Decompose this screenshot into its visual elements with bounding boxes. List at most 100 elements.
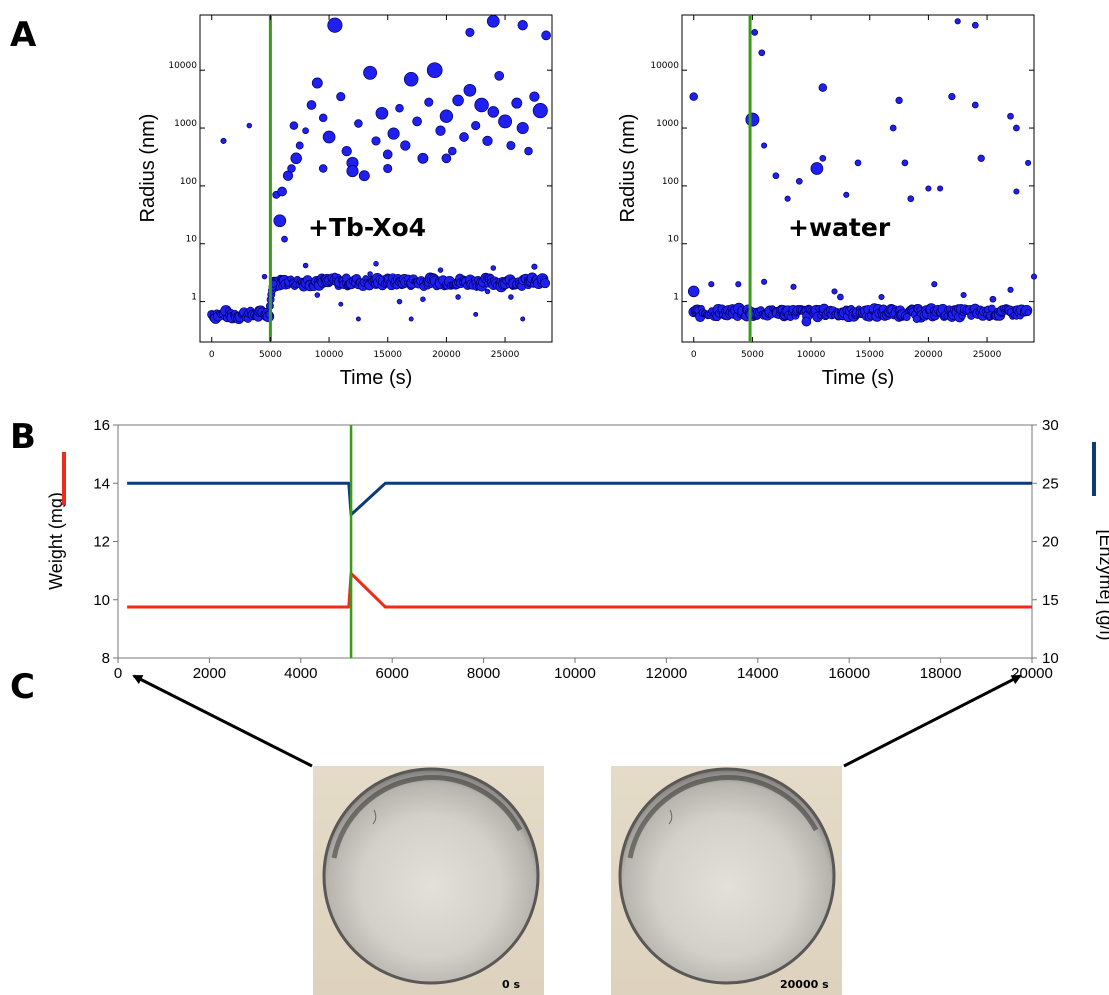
x-tick-label: 25000 bbox=[491, 350, 520, 360]
y-tick-label: 1000 bbox=[656, 119, 679, 129]
y-tick-label: 10 bbox=[668, 235, 680, 245]
scatter-point bbox=[954, 18, 961, 25]
scatter-point bbox=[761, 278, 768, 285]
scatter-point bbox=[486, 14, 500, 28]
droplet bbox=[618, 767, 836, 985]
series-lines bbox=[127, 481, 1032, 609]
plot-frame bbox=[681, 14, 1035, 343]
panel-label-b: B bbox=[10, 417, 36, 457]
scatter-point bbox=[246, 122, 253, 129]
scatter-point bbox=[524, 146, 533, 156]
scatter-point bbox=[465, 27, 475, 37]
scatter-point bbox=[424, 97, 434, 107]
scatter-point bbox=[490, 265, 497, 271]
scatter-point bbox=[277, 186, 287, 197]
scatter-point bbox=[989, 295, 997, 303]
scatter-point bbox=[790, 283, 797, 290]
scatter-point bbox=[306, 100, 317, 110]
scatter-point bbox=[971, 21, 979, 29]
x-tick-label: 0 bbox=[209, 350, 215, 360]
scatter-point bbox=[520, 316, 526, 322]
scatter-point bbox=[498, 114, 513, 129]
y-tick-label-right: 30 bbox=[1042, 417, 1059, 434]
y-tick-label: 1 bbox=[191, 293, 197, 303]
x-ticks: 0 2000 4000 6000 8000 10000 12000 14000 16000 180… bbox=[114, 658, 1053, 682]
scatter-point bbox=[273, 214, 287, 228]
weight-line bbox=[127, 572, 1032, 609]
chart-a-right: 0 5000 10000 15000 20000 25000 1 10 100 1000 1000… bbox=[617, 14, 1038, 389]
scatter-point bbox=[801, 316, 812, 327]
x-tick-label: 15000 bbox=[373, 350, 402, 360]
x-tick-label: 18000 bbox=[920, 665, 962, 682]
y-tick-label-right: 15 bbox=[1042, 592, 1059, 609]
scatter-point bbox=[1024, 309, 1032, 316]
chart-a-left: 0 5000 10000 15000 20000 25000 1 10 100 1000 1000… bbox=[137, 14, 553, 389]
scatter-point bbox=[1007, 112, 1014, 120]
x-tick-label: 20000 bbox=[432, 350, 461, 360]
panel-label-a: A bbox=[10, 15, 37, 55]
scatter-point bbox=[772, 172, 780, 180]
scatter-point bbox=[426, 62, 443, 79]
scatter-point bbox=[287, 164, 296, 173]
scatter-point bbox=[902, 313, 911, 322]
scatter-point bbox=[531, 263, 538, 270]
scatter-point bbox=[931, 281, 938, 288]
scatter-point bbox=[895, 96, 903, 105]
scatter-point bbox=[751, 29, 759, 36]
scatter-point bbox=[355, 316, 361, 322]
scatter-point bbox=[354, 119, 363, 128]
y-ticks-left: 8 10 12 14 16 bbox=[93, 417, 118, 667]
scatter-point bbox=[281, 235, 288, 243]
scatter-point bbox=[290, 152, 302, 165]
x-tick-label: 12000 bbox=[646, 665, 688, 682]
scatter-point bbox=[758, 49, 766, 57]
x-axis-label: Time (s) bbox=[822, 367, 895, 389]
scatter-point bbox=[529, 91, 540, 102]
scatter-point bbox=[318, 164, 328, 173]
scatter-point bbox=[971, 101, 979, 109]
y-ticks: 1 10 100 1000 10000 bbox=[650, 61, 1034, 303]
y-tick-label: 1 bbox=[673, 293, 679, 303]
x-ticks: 0 5000 10000 15000 20000 25000 bbox=[691, 15, 1002, 360]
scatter-point bbox=[289, 121, 299, 130]
scatter-point bbox=[395, 103, 404, 113]
plot-frame bbox=[199, 14, 553, 343]
scatter-point bbox=[687, 285, 700, 298]
x-tick-label: 6000 bbox=[376, 665, 409, 682]
scatter-point bbox=[487, 106, 500, 118]
scatter-point bbox=[745, 112, 760, 127]
x-tick-label: 4000 bbox=[284, 665, 317, 682]
y-tick-label-left: 14 bbox=[93, 475, 110, 492]
scatter-point bbox=[831, 288, 838, 295]
scatter-point bbox=[1007, 286, 1014, 293]
scatter-point bbox=[517, 20, 528, 31]
scatter-point bbox=[437, 267, 444, 273]
photo-0s: 0 s bbox=[313, 766, 544, 995]
scatter-point bbox=[220, 137, 227, 144]
scatter-point bbox=[494, 70, 505, 81]
chart-b: 0 2000 4000 6000 8000 10000 12000 14000 16000 180… bbox=[46, 417, 1109, 682]
enzyme-line bbox=[127, 481, 1032, 517]
x-tick-label: 15000 bbox=[855, 350, 884, 360]
x-tick-label: 5000 bbox=[741, 350, 764, 360]
x-tick-label: 14000 bbox=[737, 665, 779, 682]
panel-label-c: C bbox=[10, 667, 35, 707]
y-ticks: 1 10 100 1000 10000 bbox=[168, 61, 552, 303]
x-tick-label: 16000 bbox=[828, 665, 870, 682]
plot-frame bbox=[117, 424, 1033, 659]
y-ticks-right: 10 15 20 25 30 bbox=[1032, 417, 1059, 667]
scatter-point bbox=[403, 71, 419, 87]
y-tick-label-right: 25 bbox=[1042, 475, 1059, 492]
photo-time-label: 0 s bbox=[502, 978, 520, 991]
scatter-point bbox=[541, 30, 551, 41]
scatter-point bbox=[948, 92, 956, 101]
scatter-point bbox=[540, 278, 551, 289]
scatter-point bbox=[455, 294, 461, 300]
scatter-point bbox=[371, 136, 381, 146]
scatter-point bbox=[708, 281, 715, 288]
scatter-point bbox=[331, 272, 338, 279]
x-tick-label: 10000 bbox=[797, 350, 826, 360]
scatter-point bbox=[417, 152, 429, 164]
x-tick-label: 10000 bbox=[315, 350, 344, 360]
